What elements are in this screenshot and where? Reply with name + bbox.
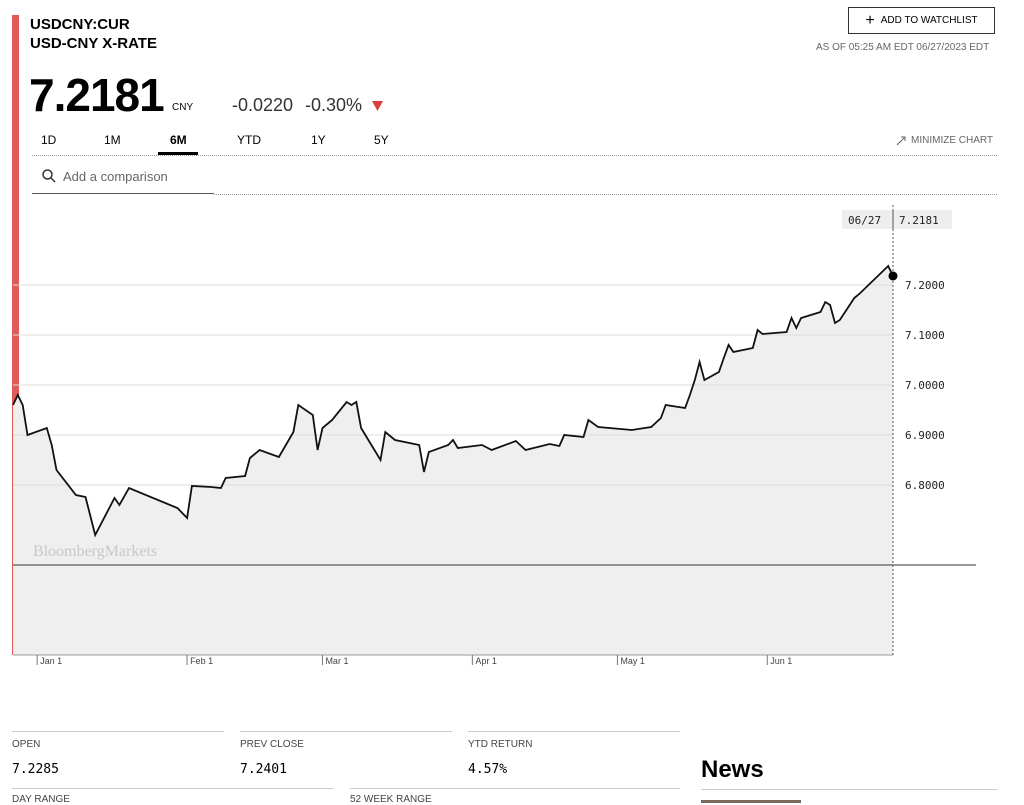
stat: OPEN 7.2285 [12,731,224,777]
comparison-input[interactable]: Add a comparison [63,169,168,184]
tab-underline [158,152,198,155]
stat-label: PREV CLOSE [240,739,304,750]
stat: YTD RETURN 4.57% [468,731,680,777]
x-tick-label: Mar 1 [325,656,348,666]
tab[interactable]: YTD [237,133,261,147]
input-underline [32,193,214,194]
change: -0.0220 [232,95,294,115]
x-tick-label: Jan 1 [40,656,62,666]
last-point [888,271,898,281]
minimize-icon [896,136,906,146]
price: 7.2181 [29,69,165,121]
tooltip-value: 7.2181 [899,214,939,227]
search-icon [42,169,56,183]
stat-value: 7.2401 [240,762,287,777]
stat-label: DAY RANGE [12,794,70,805]
tab[interactable]: 5Y [374,133,389,147]
tab-active[interactable]: 6M [170,133,187,147]
currency: CNY [172,102,194,113]
y-tick-label: 7.2000 [905,279,945,292]
news-heading: News [701,756,764,783]
y-tick-label: 6.8000 [905,479,945,492]
timestamp: AS OF 05:25 AM EDT 06/27/2023 EDT [816,42,990,53]
stat: PREV CLOSE 7.2401 [240,731,452,777]
x-tick-label: Feb 1 [190,656,213,666]
stat: 52 WEEK RANGE [350,788,680,805]
tooltip-box [842,210,952,229]
x-tick-label: Apr 1 [475,656,497,666]
chart: 6.8000 6.9000 7.0000 7.1000 7.2000 Jan 1 Feb 1… [12,205,976,666]
down-arrow [372,101,383,111]
watchlist-button[interactable]: + ADD TO WATCHLIST [848,7,995,34]
stat-value: 4.57% [468,762,508,777]
stat: DAY RANGE [12,788,334,805]
news-thumbnail [701,800,801,803]
stat-label: 52 WEEK RANGE [350,794,432,805]
y-tick-label: 7.1000 [905,329,945,342]
x-tick-label: May 1 [620,656,645,666]
tab[interactable]: 1M [104,133,121,147]
minimize-chart[interactable]: MINIMIZE CHART [911,135,994,146]
divider [214,194,997,195]
x-tick-label: Jun 1 [770,656,792,666]
tab[interactable]: 1D [41,133,57,147]
instrument-name: USD-CNY X-RATE [30,35,157,52]
y-tick-label: 6.9000 [905,429,945,442]
watchlist-label: ADD TO WATCHLIST [880,15,978,26]
tooltip-date: 06/27 [848,214,881,227]
change-percent: -0.30% [305,95,363,115]
watermark: BloombergMarkets [33,543,157,560]
stat-label: YTD RETURN [468,739,533,750]
divider [32,155,997,156]
tab[interactable]: 1Y [311,133,326,147]
ticker: USDCNY:CUR [30,16,130,33]
stat-value: 7.2285 [12,762,59,777]
price-line [12,264,894,538]
divider [701,789,997,790]
stat-label: OPEN [12,739,41,750]
y-tick-label: 7.0000 [905,379,945,392]
area [13,266,893,655]
